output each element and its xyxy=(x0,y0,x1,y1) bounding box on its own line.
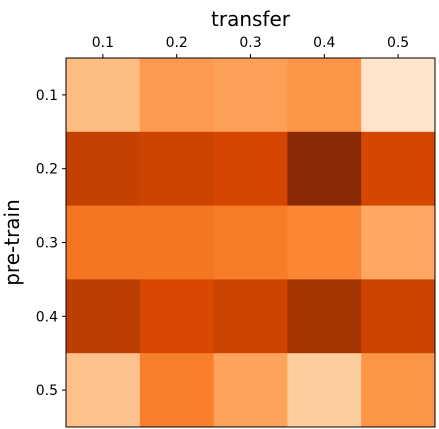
x-tick-label: 0.5 xyxy=(387,35,409,51)
heatmap-cell xyxy=(139,279,215,354)
y-axis-label: pre-train xyxy=(0,199,24,286)
x-axis-label: transfer xyxy=(211,7,291,31)
heatmap-cell xyxy=(66,353,141,428)
heatmap-cell xyxy=(287,279,362,354)
heatmap-cell xyxy=(287,353,362,428)
x-tick-label: 0.1 xyxy=(92,35,114,51)
heatmap-cell xyxy=(213,279,288,354)
heatmap-cell xyxy=(66,205,141,280)
heatmap-cell xyxy=(139,58,215,133)
heatmap-cell xyxy=(139,205,215,280)
heatmap-cell xyxy=(66,279,141,354)
heatmap-cell xyxy=(361,205,436,280)
heatmap-cell xyxy=(139,353,215,428)
y-tick-label: 0.3 xyxy=(36,236,58,252)
heatmap-cell xyxy=(361,58,436,133)
heatmap-cell xyxy=(139,131,215,207)
heatmap-cell xyxy=(213,353,288,428)
heatmap-cell xyxy=(361,279,436,354)
heatmap-cell xyxy=(361,353,436,428)
y-axis-ticks: 0.1 0.2 0.3 0.4 0.5 xyxy=(36,88,66,399)
heatmap-cell xyxy=(213,58,288,133)
y-tick-label: 0.5 xyxy=(36,383,58,399)
heatmap-cell xyxy=(361,131,436,207)
heatmap-cell xyxy=(287,205,362,280)
heatmap-cell xyxy=(287,58,362,133)
x-tick-label: 0.2 xyxy=(166,35,188,51)
x-tick-label: 0.4 xyxy=(313,35,335,51)
y-tick-label: 0.1 xyxy=(36,88,58,104)
y-tick-label: 0.2 xyxy=(36,162,58,178)
x-tick-label: 0.3 xyxy=(239,35,261,51)
heatmap-cell xyxy=(213,205,288,280)
heatmap-cell xyxy=(66,131,141,207)
heatmap-cell xyxy=(287,131,362,207)
x-axis-ticks: 0.1 0.2 0.3 0.4 0.5 xyxy=(92,35,409,58)
heatmap-cell xyxy=(213,131,288,207)
heatmap-cells xyxy=(66,58,436,428)
y-tick-label: 0.4 xyxy=(36,309,58,325)
heatmap-cell xyxy=(66,58,141,133)
